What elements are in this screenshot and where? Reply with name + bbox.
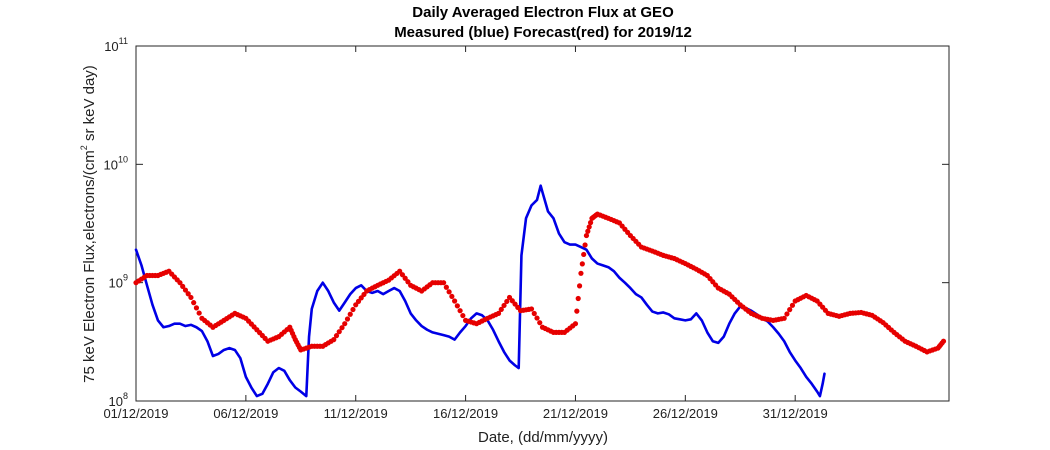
- x-axis-label: Date, (dd/mm/yyyy): [478, 429, 608, 446]
- forecast-point: [574, 308, 580, 314]
- forecast-point: [940, 338, 947, 344]
- forecast-point: [191, 300, 197, 306]
- forecast-point: [441, 280, 447, 286]
- forecast-point: [495, 310, 502, 316]
- forecast-point: [446, 289, 452, 295]
- y-axis-label-sup: 2: [79, 145, 89, 150]
- y-tick-base: 10: [109, 276, 123, 291]
- forecast-point: [402, 275, 408, 281]
- forecast-point: [582, 242, 588, 248]
- y-tick-exponent: 10: [118, 154, 128, 164]
- forecast-point: [537, 320, 543, 326]
- forecast-point: [586, 224, 592, 230]
- forecast-point: [405, 279, 411, 285]
- forecast-point: [350, 306, 356, 313]
- y-axis-label-prefix: 75 keV Electron Flux,electrons/(cm: [81, 150, 98, 383]
- forecast-point: [534, 315, 540, 321]
- forecast-point: [196, 310, 202, 316]
- forecast-point: [504, 298, 510, 305]
- forecast-point: [579, 261, 585, 267]
- forecast-point: [501, 302, 507, 309]
- forecast-point: [498, 306, 504, 313]
- forecast-point: [576, 283, 583, 289]
- y-tick-exponent: 11: [119, 36, 128, 46]
- forecast-point: [185, 291, 191, 297]
- forecast-point: [452, 298, 458, 304]
- forecast-series: [133, 211, 947, 355]
- forecast-point: [528, 306, 535, 312]
- series-layer: [133, 184, 947, 398]
- x-tick-label: 16/12/2019: [433, 406, 498, 421]
- y-tick-exponent: 8: [123, 391, 128, 401]
- forecast-point: [177, 280, 183, 286]
- forecast-point: [787, 307, 793, 313]
- forecast-point: [397, 268, 403, 274]
- y-axis-label-suffix: sr keV day): [81, 65, 98, 145]
- x-tick-label: 31/12/2019: [763, 406, 828, 421]
- forecast-point: [399, 272, 406, 278]
- forecast-point: [331, 337, 337, 343]
- plot-area: [135, 45, 950, 402]
- forecast-point: [784, 311, 790, 317]
- y-tick-label: 1011: [104, 36, 128, 54]
- forecast-point: [531, 310, 537, 317]
- forecast-point: [781, 315, 787, 321]
- forecast-point: [572, 321, 579, 327]
- forecast-point: [585, 228, 591, 234]
- y-axis-label: 75 keV Electron Flux,electrons/(cm2 sr k…: [79, 65, 98, 383]
- y-tick-label: 1010: [104, 154, 128, 172]
- x-tick-label: 06/12/2019: [213, 406, 278, 421]
- forecast-point: [182, 287, 189, 293]
- y-tick-base: 10: [109, 394, 123, 409]
- forecast-point: [333, 333, 340, 339]
- forecast-point: [578, 270, 584, 276]
- forecast-point: [188, 294, 194, 301]
- y-tick-base: 10: [104, 39, 118, 54]
- chart-subtitle: Measured (blue) Forecast(red) for 2019/1…: [394, 24, 692, 41]
- forecast-point: [583, 232, 590, 239]
- chart-title: Daily Averaged Electron Flux at GEO: [412, 4, 674, 21]
- x-axis: 01/12/2019 06/12/2019 11/12/2019 16/12/2019…: [103, 46, 828, 421]
- forecast-point: [454, 303, 460, 309]
- y-tick-label: 108: [109, 391, 128, 409]
- forecast-point: [342, 321, 348, 327]
- forecast-point: [581, 251, 587, 258]
- forecast-point: [347, 311, 353, 317]
- forecast-point: [449, 293, 455, 300]
- x-tick-label: 26/12/2019: [653, 406, 718, 421]
- forecast-point: [339, 325, 345, 331]
- x-tick-label: 01/12/2019: [103, 406, 168, 421]
- forecast-point: [460, 312, 466, 319]
- y-tick-base: 10: [104, 157, 118, 172]
- forecast-point: [575, 295, 581, 302]
- y-tick-exponent: 9: [123, 273, 128, 283]
- forecast-point: [443, 284, 449, 290]
- x-tick-label: 11/12/2019: [324, 406, 388, 421]
- forecast-point: [344, 316, 351, 322]
- forecast-point: [193, 305, 200, 311]
- forecast-point: [180, 283, 186, 289]
- y-tick-label: 109: [109, 273, 128, 291]
- forecast-point: [789, 302, 796, 308]
- forecast-point: [587, 220, 594, 226]
- forecast-point: [457, 308, 463, 314]
- x-tick-label: 21/12/2019: [543, 406, 608, 421]
- forecast-point: [336, 329, 342, 335]
